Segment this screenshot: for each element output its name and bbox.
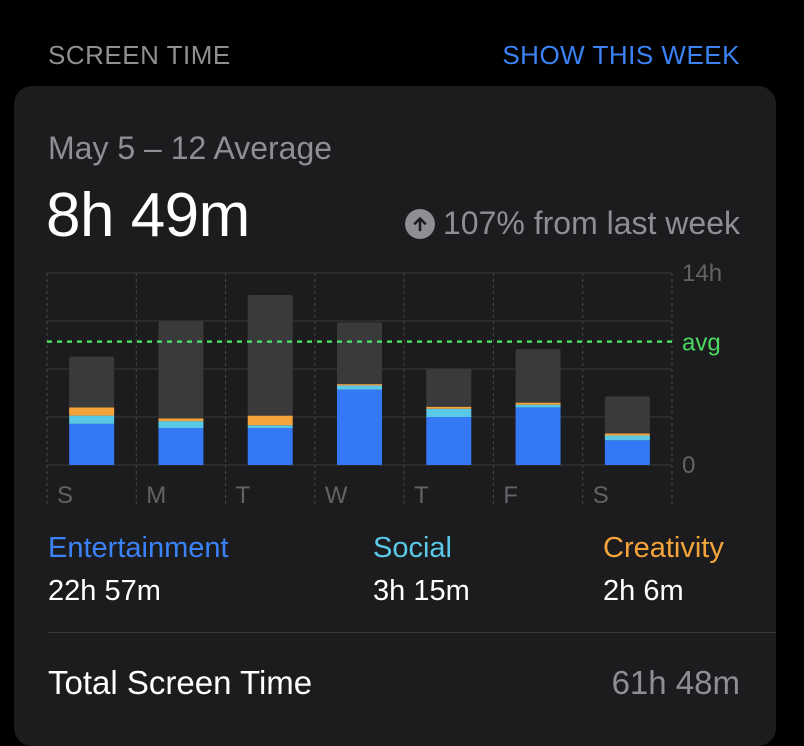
legend-entertainment: Entertainment 22h 57m — [48, 532, 229, 608]
bar-segment-other — [426, 368, 472, 407]
bar-segment-other — [247, 294, 293, 416]
bar-segment-other — [604, 396, 650, 434]
bar-segment-entertainment — [69, 423, 115, 465]
day-label: M — [146, 482, 166, 509]
bar-segment-social — [515, 404, 561, 408]
change-text: 107% from last week — [442, 205, 740, 241]
bar-segment-social — [604, 435, 650, 441]
show-this-week-link[interactable]: SHOW THIS WEEK — [502, 40, 740, 70]
screen-time-card[interactable]: May 5 – 12 Average 8h 49m 107% from last… — [14, 86, 776, 746]
legend-value: 2h 6m — [603, 575, 684, 607]
total-screen-time-value: 61h 48m — [611, 664, 740, 701]
bar-segment-other — [158, 321, 204, 419]
legend-value: 3h 15m — [373, 575, 470, 607]
legend-value: 22h 57m — [48, 575, 161, 607]
bar-segment-creativity — [515, 402, 561, 405]
legend-creativity: Creativity 2h 6m — [603, 532, 724, 608]
bar-segment-other — [337, 322, 382, 385]
average-time: 8h 49m — [46, 181, 250, 250]
average-label: avg — [682, 330, 721, 357]
change-indicator: 107% from last week — [404, 205, 740, 242]
bar-segment-creativity — [69, 407, 115, 416]
legend-social: Social 3h 15m — [373, 532, 470, 608]
legend-label: Creativity — [603, 532, 724, 564]
bar-segment-creativity — [337, 384, 382, 386]
arrow-up-circle-icon — [404, 208, 435, 239]
bar-segment-entertainment — [247, 427, 293, 465]
bar-segment-social — [337, 385, 382, 390]
day-label: T — [236, 482, 251, 509]
section-title: SCREEN TIME — [48, 40, 231, 70]
day-label: F — [503, 482, 518, 509]
day-label: W — [325, 482, 348, 509]
legend-label: Entertainment — [48, 532, 229, 564]
bar-segment-creativity — [604, 433, 650, 436]
bar-segment-social — [69, 415, 115, 424]
y-tick-label: 0 — [682, 452, 695, 479]
y-tick-label: 14h — [682, 260, 722, 287]
day-label: T — [414, 482, 429, 509]
divider — [48, 632, 776, 633]
bar-segment-creativity — [158, 418, 204, 422]
bar-segment-other — [69, 356, 115, 408]
bar-segment-social — [426, 408, 472, 417]
bar-segment-creativity — [247, 415, 293, 426]
legend-label: Social — [373, 532, 452, 564]
bar-segment-other — [515, 349, 561, 403]
total-screen-time-label: Total Screen Time — [48, 664, 313, 701]
day-label: S — [593, 482, 609, 509]
bar-segment-creativity — [426, 406, 472, 409]
bar-segment-entertainment — [604, 440, 650, 465]
bar-segment-entertainment — [426, 417, 472, 465]
bar-segment-entertainment — [515, 407, 561, 465]
bar-segment-social — [158, 421, 204, 428]
bar-segment-social — [247, 425, 293, 428]
bar-segment-entertainment — [337, 389, 382, 465]
day-label: S — [57, 482, 73, 509]
range-label: May 5 – 12 Average — [48, 130, 333, 166]
bar-segment-entertainment — [158, 427, 204, 465]
